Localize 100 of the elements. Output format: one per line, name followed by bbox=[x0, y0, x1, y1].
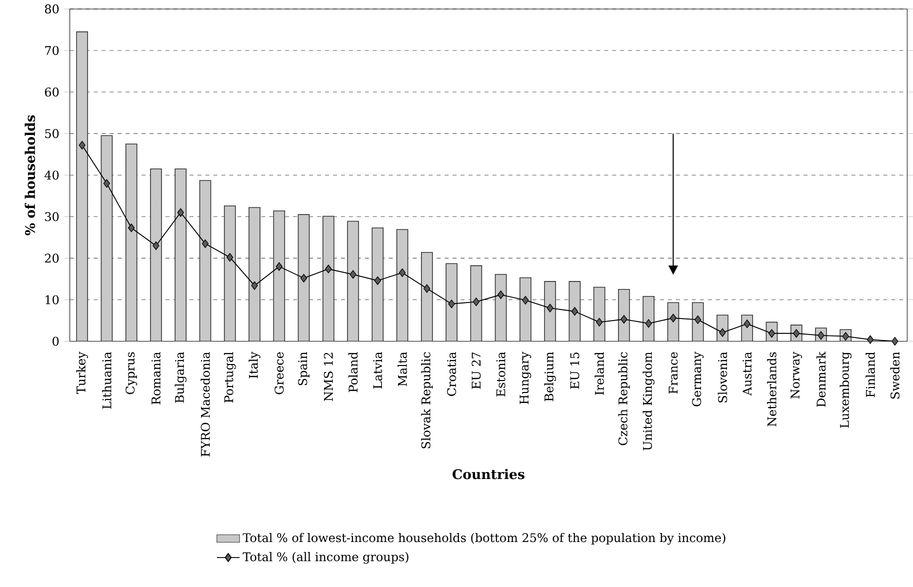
bar bbox=[667, 302, 680, 342]
x-tick-label: Hungary bbox=[520, 352, 532, 404]
y-tick-label: 50 bbox=[45, 128, 59, 138]
x-tick-label: Croatia bbox=[447, 352, 456, 396]
x-tick-label: Austria bbox=[742, 352, 752, 396]
bar bbox=[248, 207, 260, 342]
point bbox=[596, 318, 603, 326]
x-tick-label: Poland bbox=[348, 352, 358, 392]
point bbox=[620, 314, 628, 324]
bar bbox=[421, 252, 433, 342]
bar bbox=[372, 227, 384, 342]
point bbox=[226, 252, 234, 262]
x-axis-title: Countries bbox=[452, 468, 524, 480]
bar bbox=[494, 274, 507, 342]
point bbox=[128, 223, 135, 232]
x-tick-label: Ireland bbox=[594, 352, 604, 395]
point bbox=[152, 241, 160, 250]
x-tick-label: Latvia bbox=[373, 352, 382, 388]
y-axis-title: % of households bbox=[24, 115, 36, 236]
point bbox=[546, 304, 554, 312]
bar bbox=[446, 263, 458, 342]
legend-label: Total % of lowest-income households (bottom 25% of the population by income) bbox=[242, 532, 726, 545]
point bbox=[645, 319, 652, 328]
point bbox=[842, 332, 849, 341]
x-tick-label: Norway bbox=[790, 352, 802, 398]
point bbox=[374, 276, 381, 285]
point bbox=[866, 335, 874, 344]
x-tick-label: Belgium bbox=[544, 352, 556, 402]
x-tick-label: Bulgaria bbox=[174, 352, 187, 403]
point bbox=[497, 290, 504, 299]
x-tick-label: NMS 12 bbox=[324, 352, 333, 401]
x-tick-label: FYRO Macedonia bbox=[200, 352, 210, 456]
point bbox=[670, 314, 677, 322]
bar bbox=[568, 280, 581, 342]
x-tick-label: Estonia bbox=[496, 352, 506, 396]
y-tick-label: 40 bbox=[44, 170, 59, 180]
point bbox=[251, 281, 258, 290]
x-tick-label: EU 27 bbox=[472, 352, 481, 389]
x-tick-label: Greece bbox=[274, 352, 284, 394]
x-tick-label: Finland bbox=[866, 352, 875, 398]
point bbox=[472, 297, 480, 306]
bar bbox=[593, 286, 606, 342]
x-tick-label: Portugal bbox=[224, 352, 236, 403]
point bbox=[78, 140, 86, 150]
point bbox=[300, 274, 308, 282]
bar bbox=[100, 135, 113, 342]
bar bbox=[273, 210, 286, 342]
point bbox=[892, 336, 898, 346]
bar bbox=[470, 265, 482, 342]
x-tick-label: Cyprus bbox=[126, 352, 138, 394]
x-tick-label: Denmark bbox=[816, 351, 826, 407]
bar bbox=[396, 229, 408, 342]
bar bbox=[618, 288, 630, 342]
x-tick-label: Malta bbox=[398, 352, 407, 386]
bar bbox=[150, 168, 162, 342]
x-tick-label: Slovak Republic bbox=[421, 352, 433, 448]
point bbox=[522, 296, 529, 304]
y-tick-label: 70 bbox=[45, 46, 59, 55]
x-tick-label: Luxembourg bbox=[840, 352, 852, 428]
x-tick-label: Sweden bbox=[890, 352, 900, 399]
x-tick-label: Italy bbox=[248, 352, 260, 378]
x-tick-label: EU 15 bbox=[570, 352, 580, 389]
x-tick-label: Romania bbox=[152, 352, 160, 404]
x-tick-label: Turkey bbox=[76, 352, 88, 394]
point bbox=[571, 306, 578, 316]
bar bbox=[298, 214, 310, 342]
y-tick-label: 80 bbox=[44, 4, 59, 14]
bar bbox=[544, 280, 556, 342]
y-tick-label: 30 bbox=[45, 212, 59, 222]
point bbox=[276, 262, 282, 271]
x-tick-label: Slovenia bbox=[718, 352, 728, 402]
point bbox=[177, 208, 184, 217]
y-tick-label: 10 bbox=[46, 295, 59, 304]
x-tick-label: Netherlands bbox=[767, 352, 776, 426]
bar bbox=[224, 205, 236, 342]
x-tick-label: Lithuania bbox=[102, 352, 112, 409]
point bbox=[398, 268, 406, 277]
bar bbox=[199, 180, 212, 342]
point bbox=[103, 179, 110, 188]
bar bbox=[347, 220, 359, 342]
bar bbox=[322, 216, 334, 342]
bar bbox=[174, 168, 187, 342]
x-tick-label: Czech Republic bbox=[618, 352, 630, 446]
bar bbox=[692, 302, 704, 342]
point bbox=[448, 299, 455, 308]
y-tick-label: 60 bbox=[44, 87, 59, 96]
x-tick-label: France bbox=[668, 352, 678, 394]
bar bbox=[76, 31, 88, 342]
y-tick-label: 20 bbox=[45, 254, 59, 263]
point bbox=[202, 239, 209, 248]
bar bbox=[520, 277, 532, 342]
point bbox=[694, 315, 702, 324]
bar bbox=[642, 296, 655, 342]
x-tick-label: Germany bbox=[692, 352, 704, 406]
x-tick-label: Spain bbox=[298, 352, 310, 386]
y-tick-label: 0 bbox=[52, 336, 59, 346]
bar bbox=[125, 143, 138, 342]
point bbox=[424, 284, 430, 293]
point bbox=[350, 270, 356, 279]
legend-label: Total % (all income groups) bbox=[242, 552, 408, 564]
